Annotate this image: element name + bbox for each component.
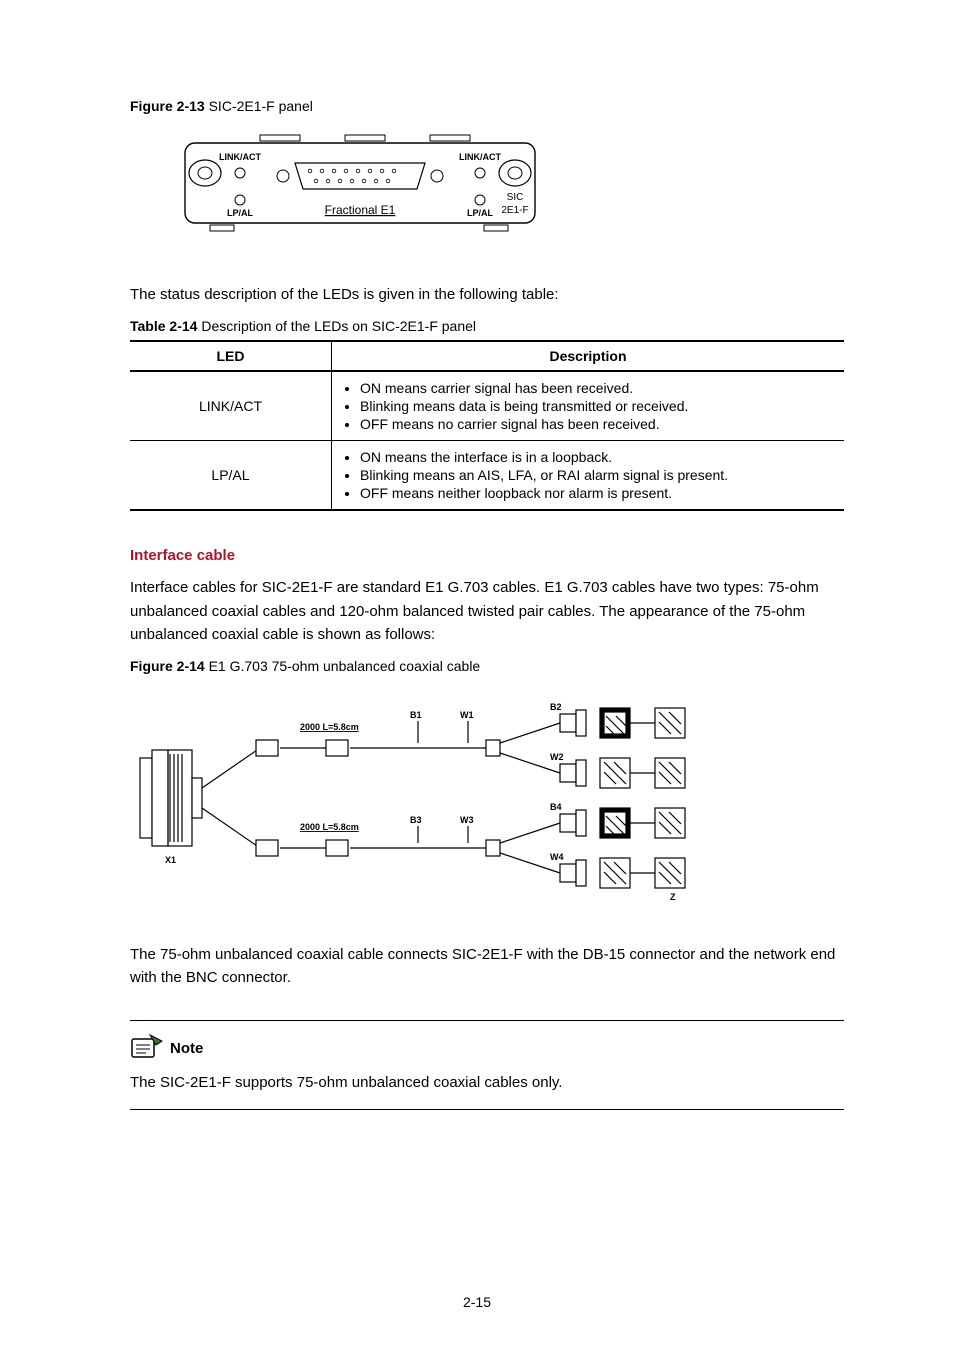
cable-note-text: The 75-ohm unbalanced coaxial cable conn…	[130, 943, 844, 990]
figure-13-title: SIC-2E1-F panel	[209, 98, 313, 114]
list-item: OFF means neither loopback nor alarm is …	[360, 485, 836, 501]
led-header: LED	[130, 341, 332, 371]
note-header: Note	[130, 1033, 844, 1064]
svg-text:W1: W1	[460, 710, 474, 720]
list-item: ON means the interface is in a loopback.	[360, 449, 836, 465]
table-row: LP/AL ON means the interface is in a loo…	[130, 441, 844, 511]
svg-text:LP/AL: LP/AL	[467, 208, 494, 218]
svg-text:W2: W2	[550, 752, 564, 762]
svg-text:2000 L=5.8cm: 2000 L=5.8cm	[300, 822, 359, 832]
interface-cable-heading: Interface cable	[130, 547, 844, 564]
svg-text:Z: Z	[670, 892, 676, 902]
table-14-caption: Table 2-14 Description of the LEDs on SI…	[130, 318, 844, 334]
sic-2e1-f-panel-diagram: LINK/ACT LINK/ACT LP/AL LP/AL Fractional…	[180, 128, 844, 243]
figure-13-label: Figure 2-13	[130, 98, 205, 114]
coaxial-cable-diagram: X1 2000 L=5.8cm B1 W1 B2	[130, 688, 844, 913]
svg-text:2000 L=5.8cm: 2000 L=5.8cm	[300, 722, 359, 732]
svg-text:B4: B4	[550, 802, 562, 812]
figure-13-caption: Figure 2-13 SIC-2E1-F panel	[130, 98, 844, 114]
page: Figure 2-13 SIC-2E1-F panel	[0, 0, 954, 1350]
desc-header: Description	[332, 341, 845, 371]
svg-text:W3: W3	[460, 815, 474, 825]
svg-text:SIC: SIC	[507, 192, 524, 203]
led-cell: LP/AL	[130, 441, 332, 511]
desc-cell: ON means carrier signal has been receive…	[332, 371, 845, 441]
note-label: Note	[170, 1040, 203, 1057]
figure-14-title: E1 G.703 75-ohm unbalanced coaxial cable	[209, 658, 481, 674]
svg-text:W4: W4	[550, 852, 564, 862]
svg-text:B2: B2	[550, 702, 562, 712]
list-item: OFF means no carrier signal has been rec…	[360, 416, 836, 432]
svg-text:Fractional E1: Fractional E1	[325, 203, 396, 217]
list-item: ON means carrier signal has been receive…	[360, 380, 836, 396]
table-14-title: Description of the LEDs on SIC-2E1-F pan…	[201, 318, 476, 334]
figure-14-caption: Figure 2-14 E1 G.703 75-ohm unbalanced c…	[130, 658, 844, 674]
svg-text:B3: B3	[410, 815, 422, 825]
svg-text:LP/AL: LP/AL	[227, 208, 254, 218]
svg-text:B1: B1	[410, 710, 422, 720]
list-item: Blinking means an AIS, LFA, or RAI alarm…	[360, 467, 836, 483]
note-icon	[130, 1033, 164, 1064]
desc-cell: ON means the interface is in a loopback.…	[332, 441, 845, 511]
svg-text:LINK/ACT: LINK/ACT	[219, 152, 261, 162]
led-table: LED Description LINK/ACT ON means carrie…	[130, 340, 844, 511]
note-block: Note The SIC-2E1-F supports 75-ohm unbal…	[130, 1020, 844, 1110]
note-body: The SIC-2E1-F supports 75-ohm unbalanced…	[130, 1074, 844, 1091]
svg-text:2E1-F: 2E1-F	[501, 205, 528, 216]
figure-14-label: Figure 2-14	[130, 658, 205, 674]
svg-text:LINK/ACT: LINK/ACT	[459, 152, 501, 162]
svg-text:X1: X1	[165, 855, 176, 865]
table-row: LINK/ACT ON means carrier signal has bee…	[130, 371, 844, 441]
list-item: Blinking means data is being transmitted…	[360, 398, 836, 414]
table-14-label: Table 2-14	[130, 318, 197, 334]
led-cell: LINK/ACT	[130, 371, 332, 441]
led-intro-text: The status description of the LEDs is gi…	[130, 283, 844, 306]
page-number: 2-15	[0, 1294, 954, 1310]
interface-cable-text: Interface cables for SIC-2E1-F are stand…	[130, 576, 844, 646]
